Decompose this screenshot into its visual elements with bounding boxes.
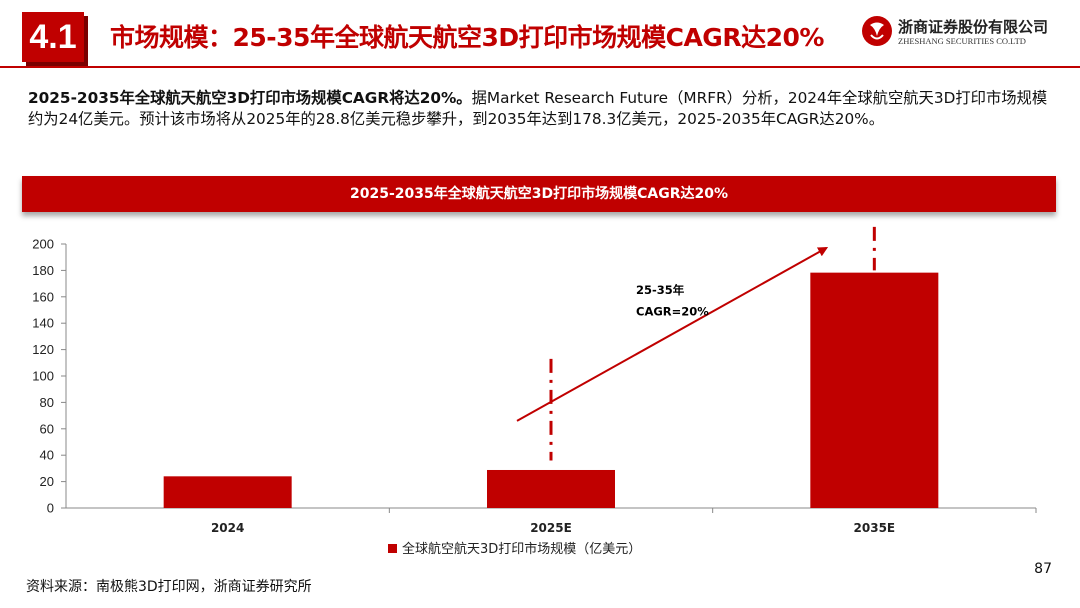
y-tick-label: 200 xyxy=(32,237,54,252)
cagr-annotation-line1: 25-35年 xyxy=(636,283,685,297)
bar-2025e xyxy=(487,469,615,508)
bar-chart: 0 20 40 60 80 100 120 140 160 180 200 2024 2025E 2035… xyxy=(32,226,1037,557)
company-logo: 浙商证券股份有限公司 ZHESHANG SECURITIES CO.LTD xyxy=(862,14,1062,54)
bar-2024 xyxy=(163,476,292,508)
y-tick-label: 140 xyxy=(32,316,54,331)
y-tick-label: 120 xyxy=(32,342,54,357)
legend-label: 全球航空航天3D打印市场规模（亿美元） xyxy=(402,541,641,557)
y-tick-label: 0 xyxy=(47,501,54,516)
y-tick-label: 160 xyxy=(32,289,54,304)
y-tick-label: 40 xyxy=(40,448,54,463)
bar-2035e xyxy=(810,272,939,508)
y-tick-label: 20 xyxy=(40,474,54,489)
y-tick-label: 180 xyxy=(32,263,54,278)
logo-name-cn: 浙商证券股份有限公司 xyxy=(898,18,1049,36)
y-tick-label: 100 xyxy=(32,369,54,384)
page-number: 87 xyxy=(1034,561,1052,577)
legend-swatch xyxy=(388,544,397,553)
section-number-badge: 4.1 xyxy=(22,12,84,62)
logo-mark-icon xyxy=(862,16,892,46)
source-note: 资料来源：南极熊3D打印网，浙商证券研究所 xyxy=(26,579,312,595)
x-tick-label: 2025E xyxy=(530,521,572,535)
page-title: 市场规模：25-35年全球航天航空3D打印市场规模CAGR达20% xyxy=(110,23,824,52)
summary-body: 据Market Research Future（MRFR）分析，2024年全球航… xyxy=(28,89,1048,128)
cagr-annotation-line2: CAGR=20% xyxy=(636,304,709,318)
title-rule xyxy=(0,66,1080,68)
y-tick-label: 60 xyxy=(40,421,54,436)
chart-title-banner: 2025-2035年全球航天航空3D打印市场规模CAGR达20% xyxy=(22,176,1056,212)
x-tick-label: 2035E xyxy=(854,521,896,535)
logo-name-en: ZHESHANG SECURITIES CO.LTD xyxy=(898,36,1026,46)
summary-lead: 2025-2035年全球航天航空3D打印市场规模CAGR将达20%。 xyxy=(28,89,472,107)
summary-paragraph: 2025-2035年全球航天航空3D打印市场规模CAGR将达20%。据Marke… xyxy=(28,88,1056,130)
growth-arrow xyxy=(516,246,829,422)
y-tick-label: 80 xyxy=(40,395,54,410)
x-tick-label: 2024 xyxy=(211,521,244,535)
